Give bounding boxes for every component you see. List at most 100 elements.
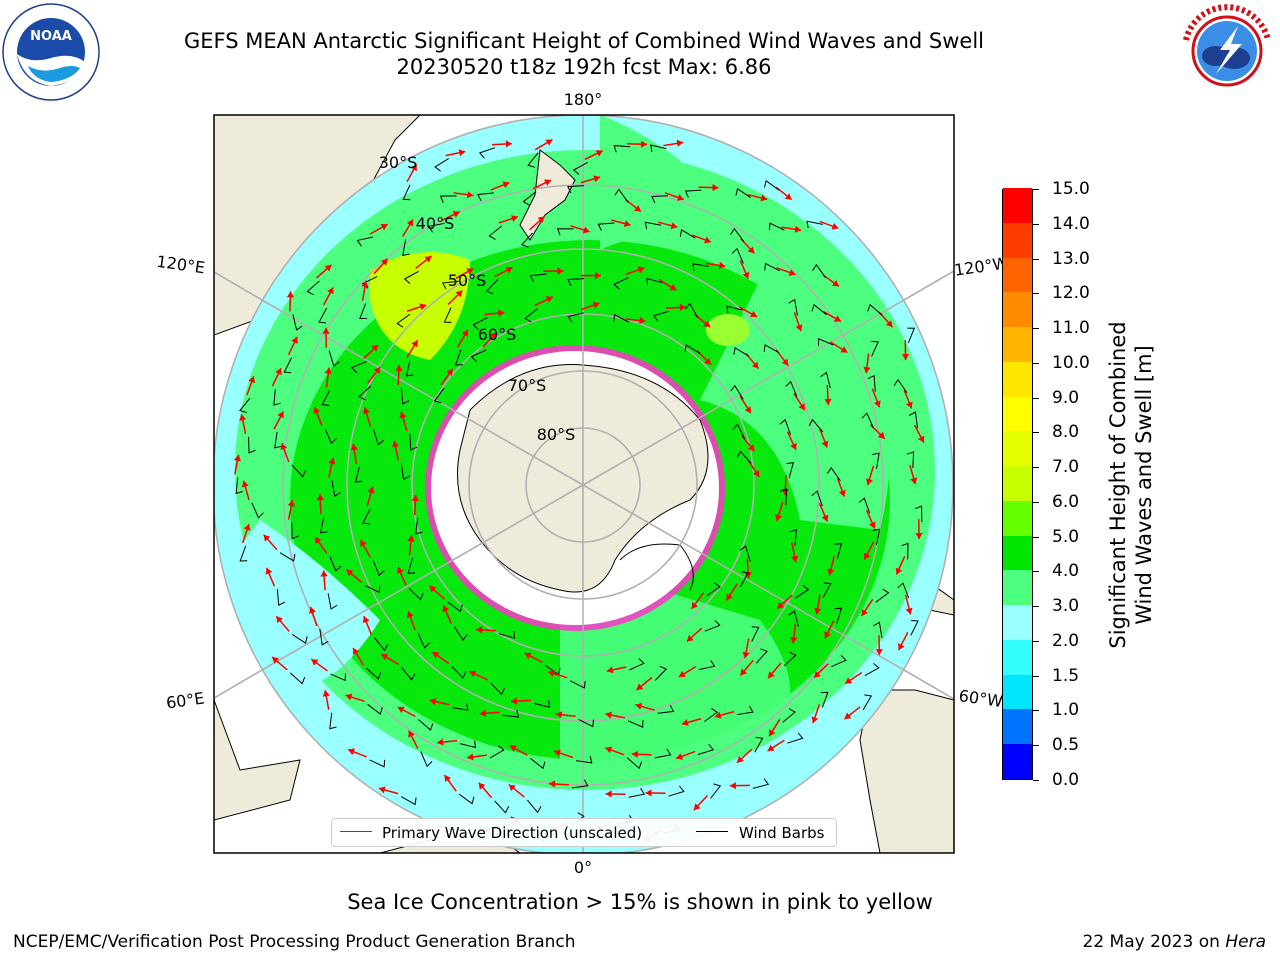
wind-barb <box>651 195 668 204</box>
colorbar-tick-label: 12.0 <box>1052 283 1090 304</box>
wind-barb <box>864 663 880 677</box>
wave-arrow-head <box>637 266 645 274</box>
colorbar-title: Significant Height of Combined Wind Wave… <box>1105 265 1157 705</box>
wave-arrow-head <box>442 605 450 613</box>
wind-barb <box>834 607 843 624</box>
wave-arrow-head <box>458 149 466 157</box>
wind-barb <box>488 225 503 240</box>
colorbar-segment <box>1003 604 1032 640</box>
wind-barb <box>737 705 754 716</box>
wind-barb <box>291 522 299 540</box>
wave-arrow-head <box>313 407 321 414</box>
wave-arrow-head <box>455 290 463 298</box>
svg-text:NOAA: NOAA <box>30 29 72 44</box>
wind-barb <box>447 601 463 613</box>
wave-arrow-head <box>348 748 355 756</box>
wave-arrow-head <box>740 668 748 676</box>
wave-arrow-head <box>479 709 486 717</box>
wave-arrow-head <box>791 555 799 563</box>
wave-arrow-head <box>605 790 612 798</box>
wind-barb <box>668 785 685 797</box>
wave-arrow-head <box>248 376 256 384</box>
footer-date: 22 May 2023 on Hera <box>1083 932 1267 952</box>
wave-arrow-head <box>874 400 881 408</box>
wind-barb <box>779 418 791 435</box>
wind-barb <box>806 220 823 229</box>
wave-arrow-head <box>863 552 871 560</box>
wave-arrow-head <box>392 440 400 448</box>
wave-arrow-head <box>682 718 689 726</box>
wave-arrow-head <box>917 435 925 443</box>
wave-arrow-head <box>557 267 564 275</box>
wind-barb <box>459 740 477 749</box>
wave-arrow-head <box>729 782 736 790</box>
colorbar-tick <box>1033 293 1039 295</box>
primary-wave-legend-line <box>340 831 372 832</box>
wind-barb <box>704 619 721 632</box>
wave-arrow-head <box>645 789 652 797</box>
wave-arrow-head <box>490 332 497 340</box>
wind-barb <box>867 374 876 392</box>
new-zealand-land <box>519 149 576 241</box>
wind-barb <box>873 621 883 639</box>
wave-arrow-head <box>408 730 415 738</box>
wind-barb <box>786 462 794 479</box>
wind-barb <box>306 280 320 296</box>
colorbar-tick-label: 2.0 <box>1052 630 1080 651</box>
noaa-logo-icon: NOAA <box>2 3 100 101</box>
wave-arrow-head <box>429 698 437 706</box>
lon-label-180: 180° <box>564 90 603 109</box>
wave-arrow-head <box>905 607 913 615</box>
colorbar-segment <box>1003 709 1032 745</box>
wave-arrow-head <box>508 784 516 792</box>
wind-barb <box>239 545 248 562</box>
wave-arrow-head <box>280 443 288 451</box>
wave-arrow-head <box>346 569 354 577</box>
colorbar-segment <box>1003 257 1032 293</box>
colorbar-segment <box>1003 465 1032 501</box>
wind-barb <box>442 280 459 290</box>
wind-barb <box>356 236 374 247</box>
wind-barb <box>811 303 827 316</box>
wave-arrow-head <box>798 403 805 411</box>
wave-arrow-head <box>324 367 332 374</box>
wind-barb <box>697 743 715 756</box>
wind-barb <box>420 751 433 768</box>
wind-barb <box>251 502 264 519</box>
colorbar-tick-label: 15.0 <box>1052 179 1090 199</box>
colorbar-tick <box>1033 223 1039 225</box>
wave-arrow-head <box>811 716 819 724</box>
wind-barb <box>490 682 505 696</box>
wave-arrow-head <box>277 411 284 419</box>
wave-arrow-head <box>775 514 782 522</box>
wind-barb <box>726 305 743 314</box>
wind-barb <box>373 429 385 446</box>
wave-arrow-head <box>322 690 330 697</box>
wind-barb <box>872 452 880 469</box>
wind-barb <box>567 278 585 287</box>
wave-arrow-head <box>827 568 835 576</box>
wave-arrow-head <box>320 570 328 577</box>
wave-arrow-head <box>824 398 832 405</box>
wind-barb <box>331 480 341 497</box>
wave-arrow-head <box>328 457 336 465</box>
wave-arrow-head <box>505 140 512 148</box>
wave-arrow-head <box>693 803 701 811</box>
wave-arrow-head <box>406 611 414 619</box>
wave-arrow-head <box>363 407 370 415</box>
wave-arrow-head <box>795 324 803 332</box>
wind-barb <box>626 757 643 770</box>
wave-arrow-head <box>605 711 612 719</box>
wind-barb <box>627 720 644 728</box>
wave-arrow-head <box>676 139 684 147</box>
wind-barb <box>428 222 445 233</box>
colorbar-segment <box>1003 326 1032 362</box>
wave-arrow-head <box>373 367 381 374</box>
wave-arrow-head <box>747 246 755 254</box>
wind-barb <box>417 632 430 649</box>
wave-arrow-head <box>545 296 553 303</box>
colorbar-tick <box>1033 258 1039 260</box>
wave-arrow-head <box>378 786 386 794</box>
wave-arrow-head <box>381 654 389 661</box>
wave-arrow-head <box>592 301 600 309</box>
